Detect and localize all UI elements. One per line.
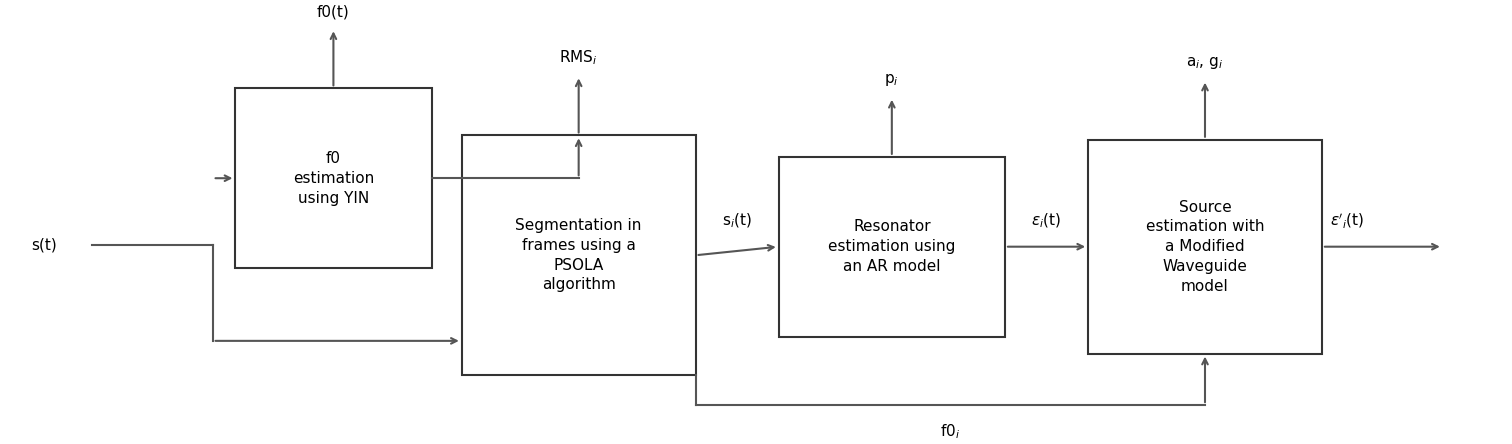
FancyBboxPatch shape	[461, 135, 696, 375]
Text: f0
estimation
using YIN: f0 estimation using YIN	[293, 151, 373, 206]
Text: Source
estimation with
a Modified
Waveguide
model: Source estimation with a Modified Wavegu…	[1146, 200, 1264, 294]
Text: f0$_i$: f0$_i$	[940, 422, 960, 441]
Text: Segmentation in
frames using a
PSOLA
algorithm: Segmentation in frames using a PSOLA alg…	[516, 218, 643, 293]
Text: s$_i$(t): s$_i$(t)	[723, 211, 751, 230]
Text: a$_i$, g$_i$: a$_i$, g$_i$	[1187, 55, 1223, 71]
Text: $\epsilon'_i$(t): $\epsilon'_i$(t)	[1329, 210, 1364, 230]
Text: f0(t): f0(t)	[318, 5, 349, 20]
Text: RMS$_i$: RMS$_i$	[559, 48, 597, 67]
Text: s(t): s(t)	[32, 237, 57, 252]
Text: $\epsilon_i$(t): $\epsilon_i$(t)	[1031, 211, 1061, 230]
FancyBboxPatch shape	[779, 157, 1005, 337]
FancyBboxPatch shape	[1089, 140, 1321, 354]
Text: Resonator
estimation using
an AR model: Resonator estimation using an AR model	[829, 219, 956, 274]
FancyBboxPatch shape	[236, 88, 431, 268]
Text: p$_i$: p$_i$	[885, 72, 900, 88]
